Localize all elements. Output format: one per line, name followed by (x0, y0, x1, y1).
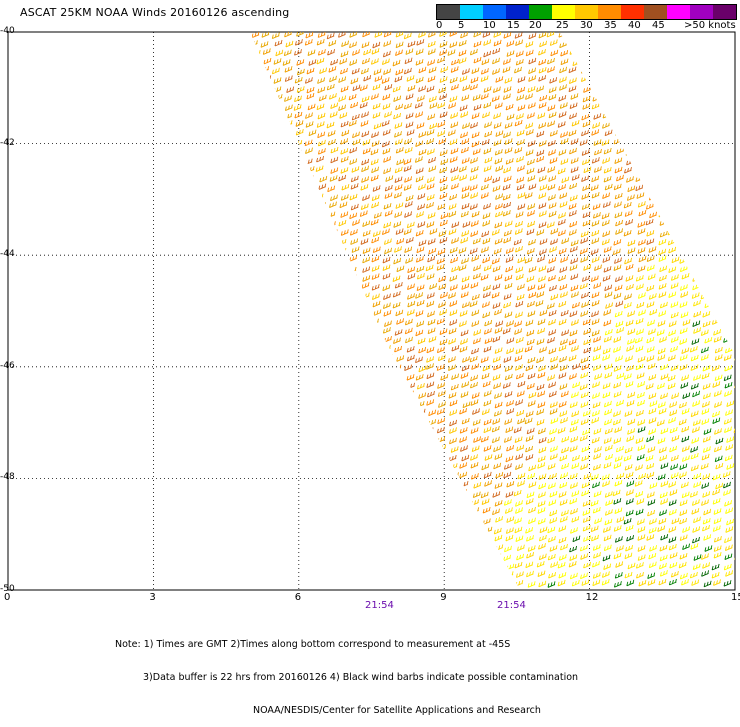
legend-swatch (460, 5, 483, 19)
wind-map (7, 31, 736, 591)
wind-speed-legend-labels: 0 5 10 15 20 25 30 35 40 45 >50 knots (430, 20, 740, 34)
pass-time-label: 21:54 (365, 600, 394, 611)
plot-frame (7, 31, 736, 591)
legend-swatch (644, 5, 667, 19)
pass-time-label: 21:54 (497, 600, 526, 611)
legend-swatch (713, 5, 736, 19)
legend-swatch (506, 5, 529, 19)
note-line: NOAA/NESDIS/Center for Satellite Applica… (253, 705, 541, 716)
wind-speed-color-legend (436, 4, 737, 20)
legend-swatch (483, 5, 506, 19)
legend-label: 20 (529, 20, 542, 31)
x-tick-label: 0 (4, 592, 11, 603)
legend-swatch (529, 5, 552, 19)
y-tick-label: -50 (0, 584, 15, 594)
x-tick-label: 6 (294, 592, 302, 603)
y-tick-label: -48 (0, 472, 15, 483)
map-title: ASCAT 25KM NOAA Winds 20160126 ascending (20, 6, 290, 19)
wind-barbs (547, 283, 735, 588)
legend-swatch (690, 5, 713, 19)
map-gridlines (8, 32, 735, 590)
wind-barbs (250, 32, 735, 587)
legend-swatch (667, 5, 690, 19)
map-notes: Note: 1) Times are GMT 2)Times along bot… (115, 617, 578, 727)
legend-label: >50 knots (684, 20, 736, 31)
note-line: 3)Data buffer is 22 hrs from 20160126 4)… (143, 672, 579, 683)
legend-swatch (621, 5, 644, 19)
legend-swatch (575, 5, 598, 19)
wind-barbs (569, 301, 735, 588)
wind-barb-swath (250, 32, 735, 589)
x-tick-label: 15 (731, 592, 740, 603)
x-tick-label: 3 (149, 592, 156, 603)
y-tick-label: -42 (0, 137, 15, 148)
wind-barbs (250, 32, 735, 588)
x-tick-label: 12 (585, 592, 599, 603)
legend-label: 35 (604, 20, 617, 31)
x-tick-label: 9 (440, 592, 447, 603)
legend-label: 15 (507, 20, 520, 31)
legend-label: 5 (458, 20, 465, 31)
y-tick-label: -40 (0, 26, 15, 36)
legend-label: 0 (436, 20, 443, 31)
legend-label: 40 (628, 20, 641, 31)
y-tick-label: -46 (0, 360, 15, 371)
legend-label: 30 (580, 20, 593, 31)
wind-barbs (250, 32, 735, 589)
legend-swatch (552, 5, 575, 19)
note-line: Note: 1) Times are GMT 2)Times along bot… (115, 639, 511, 650)
legend-swatch (598, 5, 621, 19)
legend-swatch (437, 5, 460, 19)
legend-label: 25 (556, 20, 569, 31)
legend-label: 10 (483, 20, 496, 31)
legend-label: 45 (652, 20, 665, 31)
y-tick-label: -44 (0, 249, 15, 260)
